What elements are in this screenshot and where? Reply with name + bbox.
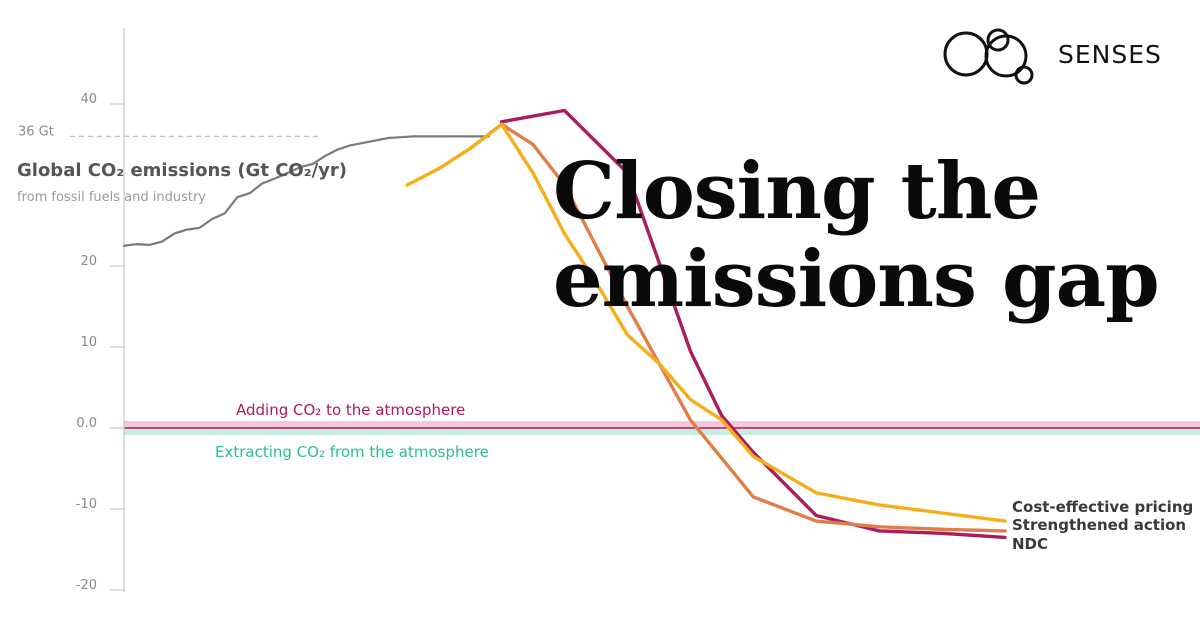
y-tick-label: 0.0 <box>76 416 97 431</box>
legend-label-ndc: NDC <box>1012 535 1048 553</box>
senses-circles-logo-icon <box>943 28 1034 85</box>
y-tick-label: 10 <box>80 335 97 350</box>
legend-label-cost-effective-pricing: Cost-effective pricing <box>1012 498 1193 516</box>
series-layer <box>122 108 1007 540</box>
brand[interactable]: SENSES <box>942 18 1182 88</box>
historical-series-line <box>122 135 491 247</box>
series-line-strengthened-action <box>468 122 1007 533</box>
adding-co2-label: Adding CO₂ to the atmosphere <box>236 401 465 419</box>
chart-subtitle: from fossil fuels and industry <box>17 190 206 205</box>
series-line-ndc <box>499 108 1007 540</box>
y-axis-ticks: 40 20 10 0.0 -10 -20 <box>76 92 124 593</box>
y-tick-label: 40 <box>80 92 97 107</box>
extracting-co2-label: Extracting CO₂ from the atmosphere <box>215 443 489 461</box>
headline-line-2: emissions gap <box>553 234 1160 325</box>
series-line-cost-effective-pricing <box>405 122 1007 523</box>
extracting-co2-band <box>124 428 1200 435</box>
headline-line-1: Closing the <box>553 146 1041 237</box>
adding-co2-band <box>124 421 1200 428</box>
y-tick-label: -20 <box>76 578 97 593</box>
headline: Closing the emissions gap <box>553 146 1160 325</box>
y-axis-title: Global CO₂ emissions (Gt CO₂/yr) <box>17 160 347 181</box>
y-tick-label: 20 <box>80 254 97 269</box>
reference-label: 36 Gt <box>18 124 54 139</box>
legend-label-strengthened-action: Strengthened action <box>1012 516 1186 534</box>
y-tick-label: -10 <box>76 497 97 512</box>
brand-name: SENSES <box>1058 40 1162 69</box>
